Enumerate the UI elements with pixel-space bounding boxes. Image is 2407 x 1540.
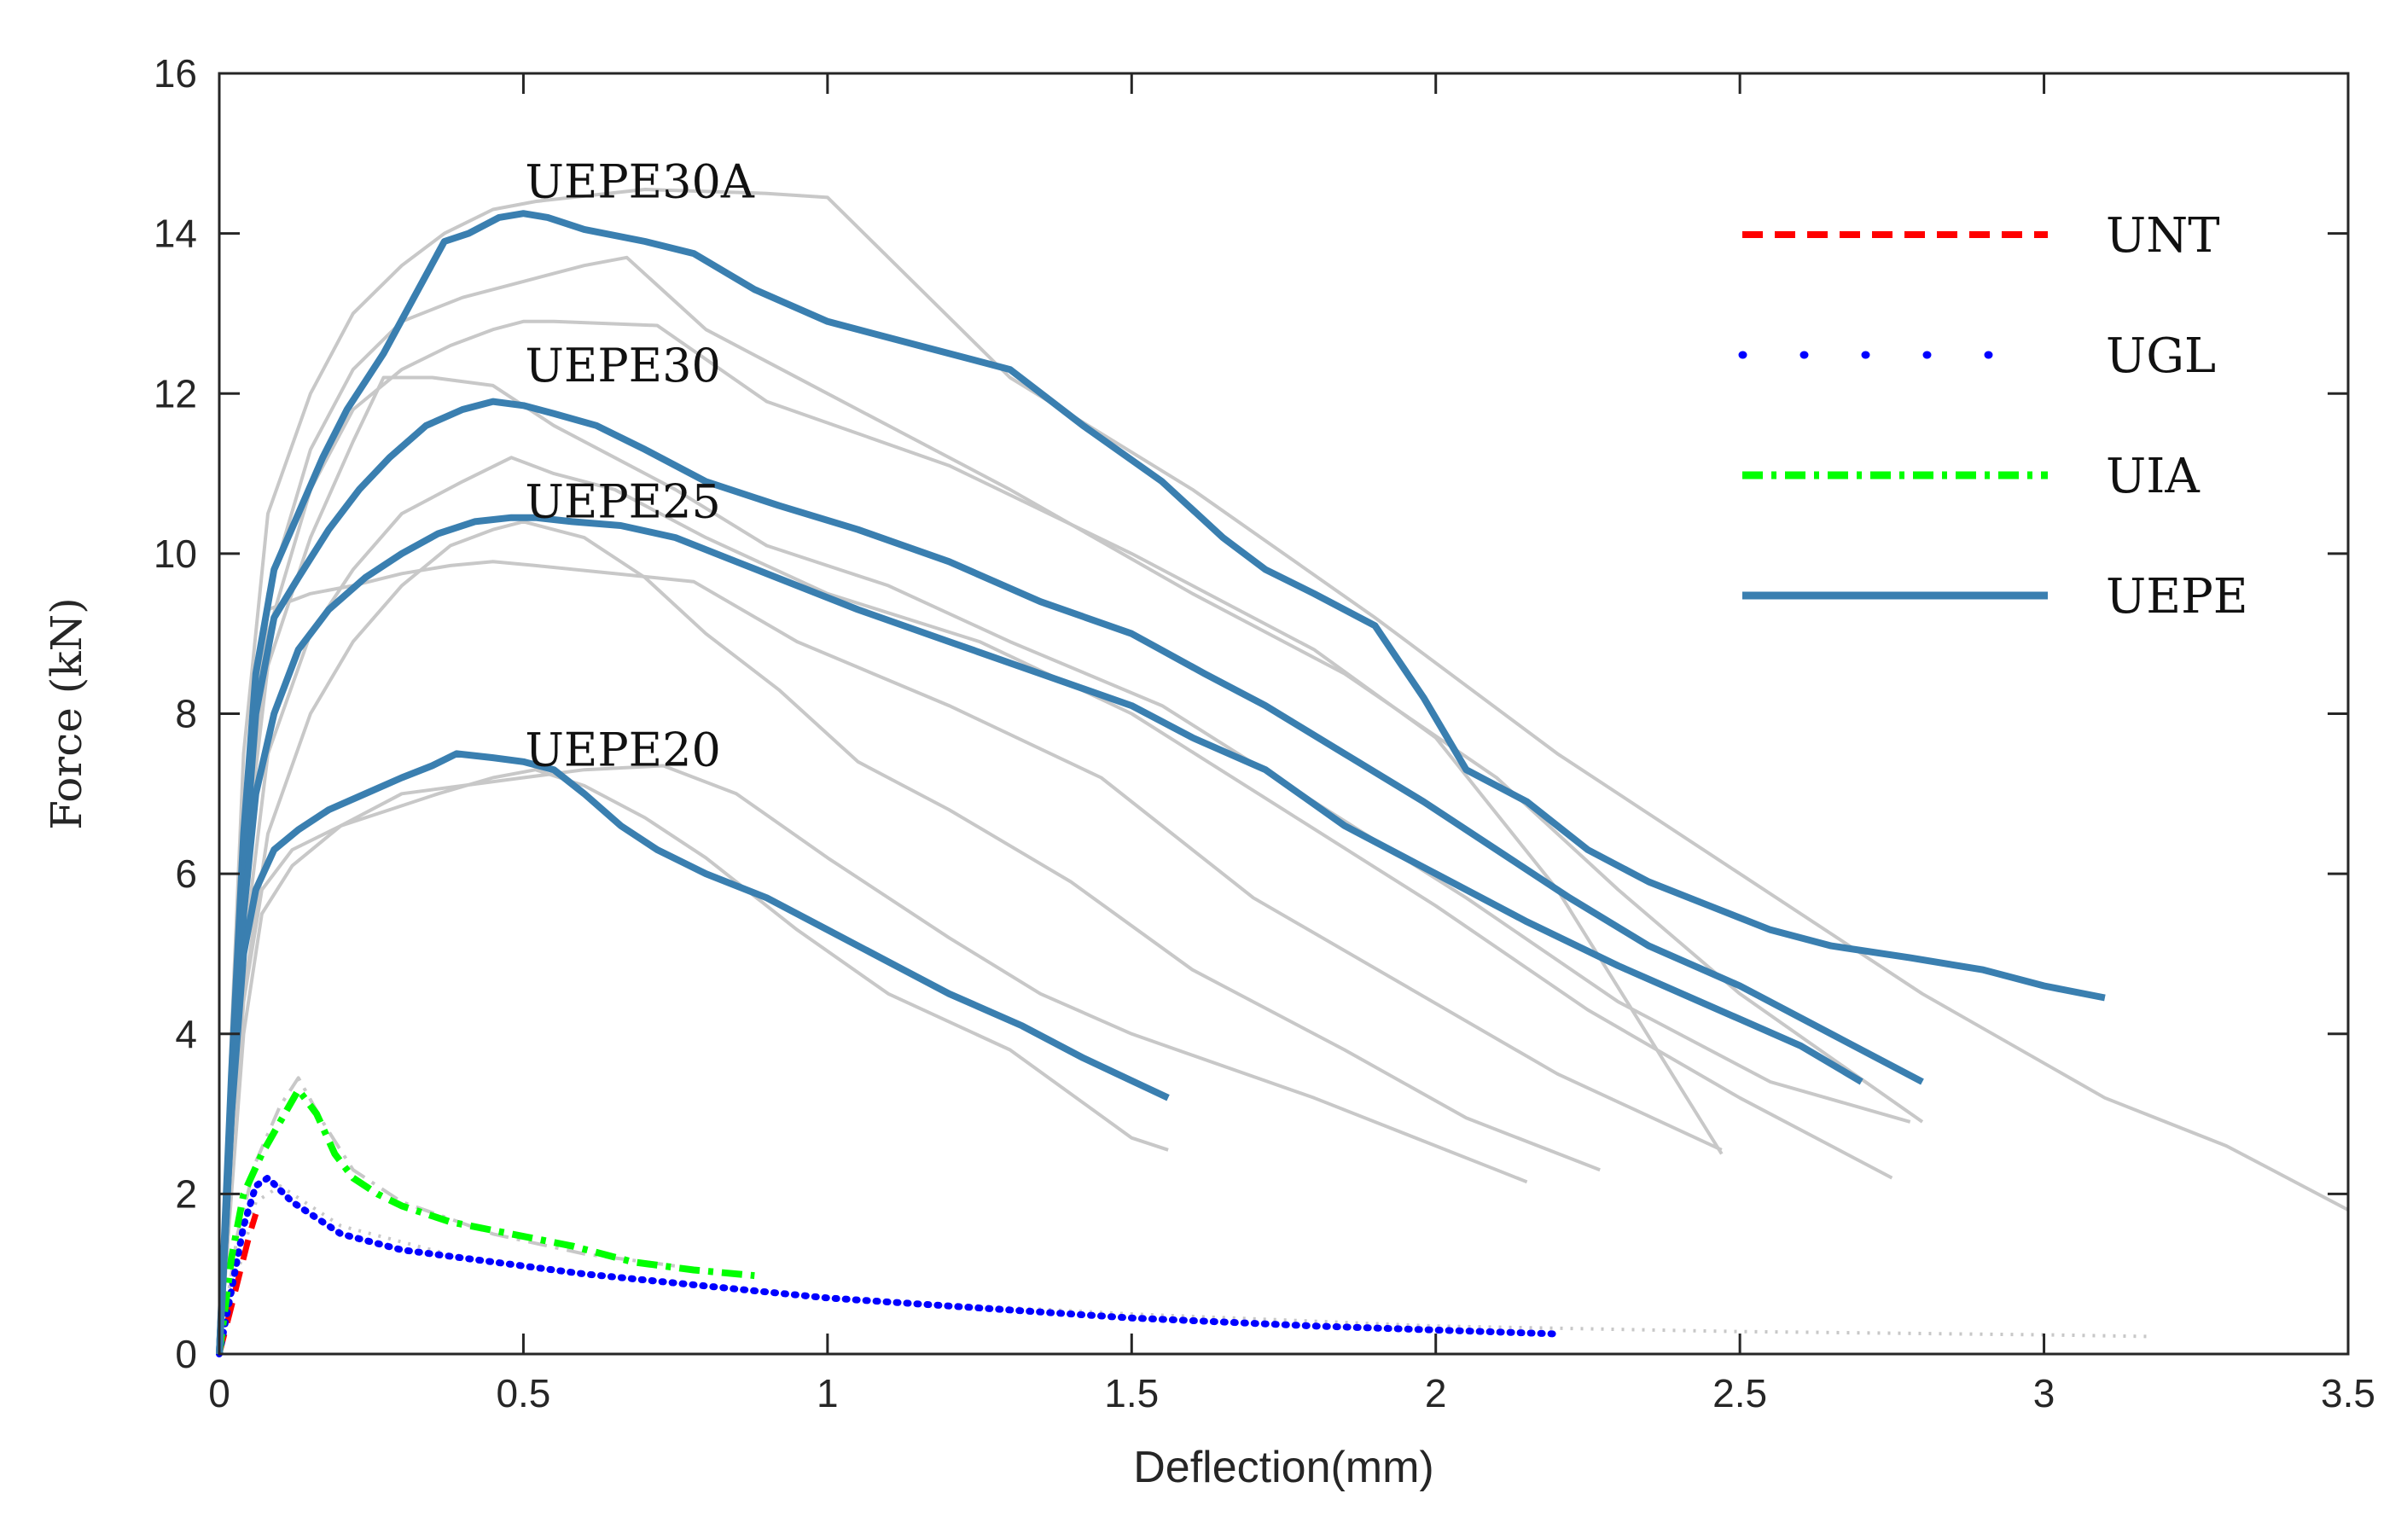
x-tick-label: 1.5 (1104, 1371, 1159, 1415)
x-tick-label: 3.5 (2321, 1371, 2375, 1415)
series-line-specimen-9 (218, 768, 1169, 1355)
x-tick-label: 0.5 (496, 1371, 550, 1415)
y-axis-title: Force (kN) (42, 597, 91, 830)
series-line-unt (216, 1212, 259, 1355)
x-axis-title: Deflection(mm) (1133, 1443, 1434, 1492)
x-tick-label: 2 (1425, 1371, 1447, 1415)
y-tick-label: 8 (175, 692, 197, 736)
series-line-uepe30 (216, 398, 1924, 1355)
series-line-specimen-5 (218, 456, 1893, 1355)
x-tick-label: 2.5 (1712, 1371, 1767, 1415)
axes-layer: 0 0.5 1 1.5 2 2.5 3 3.5 0 2 4 6 8 10 12 14 16 Deflection(… (42, 51, 2375, 1492)
legend-label-uia: UIA (2106, 449, 2200, 504)
y-tick-label: 12 (154, 371, 197, 416)
series-line-specimen-1 (218, 188, 2349, 1355)
x-tick-label: 0 (208, 1371, 230, 1415)
y-tick-label: 10 (154, 532, 197, 576)
label-layer: UEPE30A UEPE30 UEPE25 UEPE20 (525, 154, 754, 776)
series-layer (216, 188, 2349, 1357)
x-tick-label: 3 (2033, 1371, 2055, 1415)
annotation-uepe20: UEPE20 (525, 723, 720, 776)
y-tick-label: 2 (175, 1171, 197, 1216)
y-tick-label: 14 (154, 212, 197, 256)
series-line-uepe25 (216, 514, 1863, 1355)
legend-label-ugl: UGL (2106, 328, 2216, 384)
series-line-uia (216, 1086, 755, 1355)
series-line-uepe20 (216, 750, 1170, 1355)
legend: UNT UGL UIA UEPE (1738, 208, 2248, 625)
annotation-uepe30: UEPE30 (525, 339, 720, 392)
legend-label-uepe: UEPE (2106, 569, 2248, 625)
y-tick-label: 16 (154, 51, 197, 96)
y-tick-label: 6 (175, 851, 197, 896)
y-tick-label: 4 (175, 1012, 197, 1056)
series-line-uepe30a (216, 210, 2106, 1355)
annotation-uepe30a: UEPE30A (525, 154, 754, 208)
series-line-specimen-7 (218, 520, 1601, 1355)
series-line-specimen-8 (218, 764, 1528, 1355)
annotation-uepe25: UEPE25 (525, 475, 720, 529)
x-tick-label: 1 (817, 1371, 839, 1415)
series-line-ugl (216, 1174, 1561, 1357)
legend-label-unt: UNT (2106, 208, 2220, 264)
y-tick-label: 0 (175, 1332, 197, 1376)
